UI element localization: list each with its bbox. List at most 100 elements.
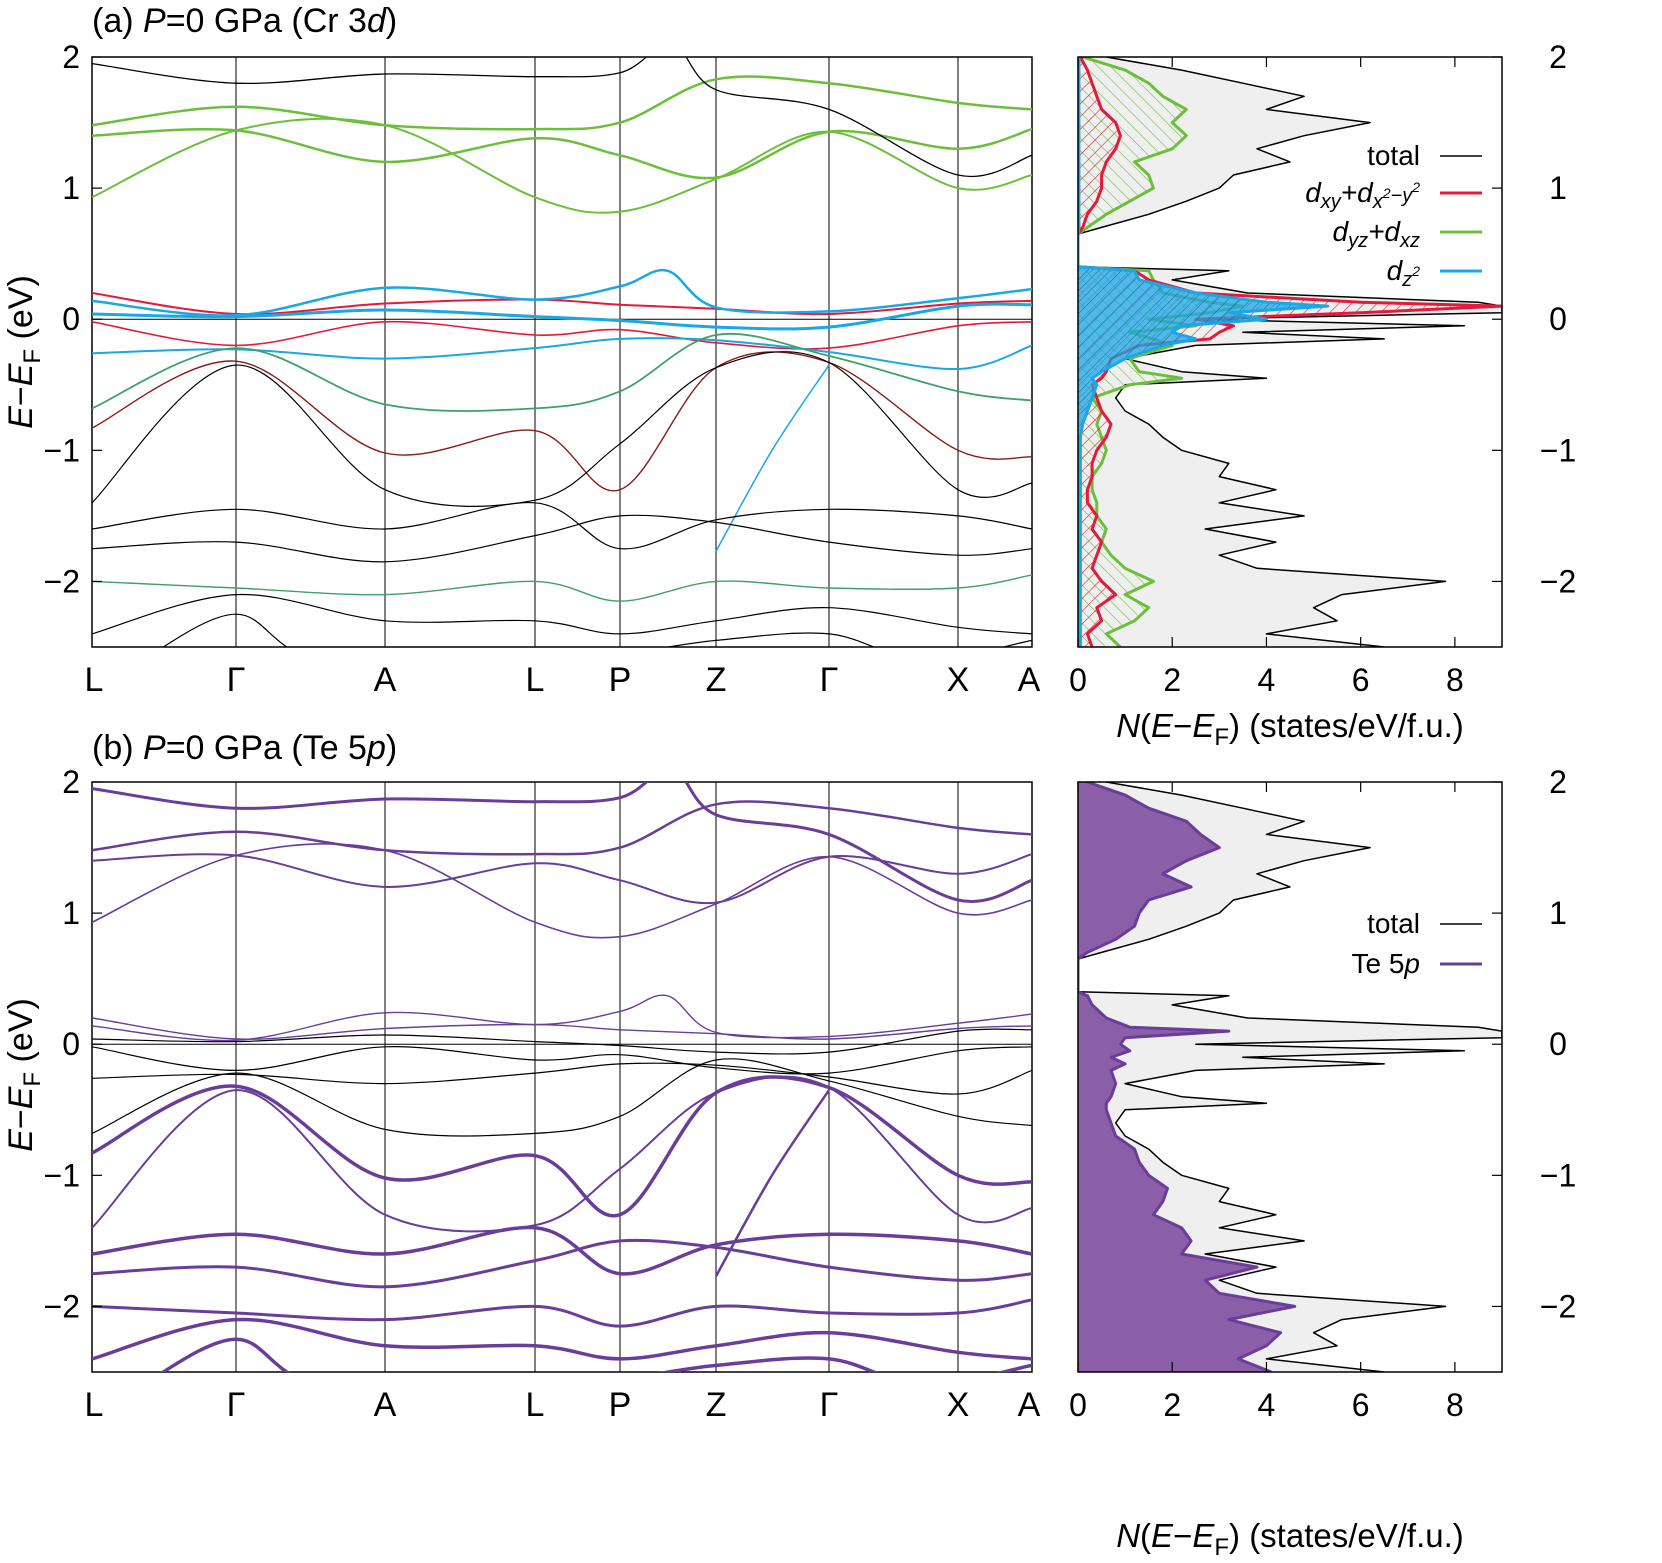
k-label: Z: [706, 1386, 727, 1424]
band-c4: [92, 782, 1032, 903]
dos-right-energy-ticks: −2 −1 0 1 2: [1492, 39, 1576, 599]
legend-dxy-label: dxy+dx2−y2: [1305, 177, 1420, 213]
band-v2: [92, 268, 1032, 317]
band-d1: [92, 1075, 1032, 1218]
band-d6: [92, 1317, 1032, 1361]
band-c2: [92, 127, 1032, 180]
y-tick-label: −1: [44, 1157, 80, 1193]
dos-plot: 0 2 4 6 8 −2 −1 0 1 2 N(E−EF) (states/eV/f.u.) t…: [1069, 39, 1576, 751]
band-c1: [92, 75, 1032, 131]
x-tick-label: 8: [1446, 662, 1464, 698]
band-v4: [92, 1046, 1032, 1075]
legend-total-label: total: [1367, 908, 1420, 939]
band-d3: [92, 501, 1032, 550]
band-v3: [92, 1028, 1032, 1055]
y-tick-label: 2: [1549, 39, 1567, 75]
band-d5: [92, 1298, 1032, 1328]
band-v4: [92, 320, 1032, 350]
band-v1: [92, 1017, 1032, 1040]
dos-a-xlabel: N(E−EF) (states/eV/f.u.): [1116, 707, 1464, 751]
band-lines: [92, 57, 1032, 647]
dos-right-energy-ticks: −2 −1 0 1 2: [1492, 764, 1576, 1324]
band-structure-plot: −2 −1 0 1 2 L Γ A L P Z Γ X A: [44, 764, 1041, 1424]
dos-plot: 0 2 4 6 8 −2 −1 0 1 2 N(E−EF) (states/eV/f.u.) t…: [1069, 764, 1576, 1561]
dos-plot-frame: [1077, 56, 1503, 648]
band-d7: [162, 613, 1032, 647]
band-d2: [92, 1075, 1032, 1233]
legend-te5p-label: Te 5p: [1351, 948, 1420, 979]
y-tick-label: 1: [62, 170, 80, 206]
band-c1: [92, 800, 1032, 856]
k-label: P: [609, 661, 632, 699]
k-label: A: [1018, 661, 1041, 699]
k-label: X: [947, 1386, 970, 1424]
dos-fill: [1078, 57, 1502, 647]
dos-b-xlabel: N(E−EF) (states/eV/f.u.): [1116, 1517, 1464, 1561]
panel-b-ylabel: E−EF (eV): [2, 998, 46, 1152]
band-v7: [714, 1089, 831, 1277]
k-label: Γ: [227, 1386, 246, 1424]
y-tick-label: 0: [1549, 301, 1567, 337]
energy-axis-ticks: −2 −1 0 1 2: [44, 764, 102, 1324]
x-tick-label: 2: [1163, 662, 1181, 698]
panel-a-ylabel: E−EF (eV): [2, 275, 46, 429]
band-c4: [92, 57, 1032, 178]
dos-curve: [1078, 57, 1330, 647]
y-tick-label: −2: [1540, 563, 1576, 599]
x-tick-label: 6: [1352, 662, 1370, 698]
band-v6: [92, 333, 1032, 412]
legend-dz2-label: dz2: [1387, 255, 1421, 291]
dos-curve: [1078, 782, 1297, 1372]
y-tick-label: −2: [44, 1288, 80, 1324]
band-d1: [92, 351, 1032, 492]
x-tick-label: 2: [1163, 1387, 1181, 1423]
dos-curve: [1078, 782, 1502, 1372]
band-v5: [92, 337, 1032, 371]
dos-a-legend: total dxy+dx2−y2 dyz+dxz dz2: [1305, 140, 1482, 291]
y-tick-label: 1: [1549, 895, 1567, 931]
band-v3: [92, 302, 1032, 331]
y-tick-label: −2: [44, 563, 80, 599]
dos-plot-frame: [1077, 781, 1503, 1373]
k-label: Γ: [227, 661, 246, 699]
energy-axis-ticks: −2 −1 0 1 2: [44, 39, 102, 599]
y-tick-label: 0: [1549, 1026, 1567, 1062]
band-c3: [92, 117, 1032, 214]
band-d3: [92, 1225, 1032, 1276]
y-tick-label: 2: [62, 39, 80, 75]
y-tick-label: 2: [1549, 764, 1567, 800]
x-tick-label: 4: [1258, 1387, 1276, 1423]
dos-curve: [1078, 57, 1502, 647]
band-structure-plot: −2 −1 0 1 2 L Γ A L P Z Γ X A: [44, 39, 1041, 699]
band-c3: [92, 842, 1032, 939]
band-v6: [92, 1058, 1032, 1137]
panel-a: (a) P=0 GPa (Cr 3d) E−EF (eV) −2 −1 0 1 2 L Γ…: [2, 2, 1576, 751]
band-plot-frame: [91, 781, 1033, 1373]
y-tick-label: 2: [62, 764, 80, 800]
y-tick-label: −1: [44, 432, 80, 468]
dos-fill: [1078, 782, 1502, 1372]
dos-b-legend: total Te 5p: [1351, 908, 1482, 979]
y-tick-label: −1: [1540, 1157, 1576, 1193]
band-d6: [92, 593, 1032, 635]
dos-curves: [1078, 782, 1502, 1372]
x-tick-label: 6: [1352, 1387, 1370, 1423]
band-v2: [92, 994, 1032, 1042]
band-d7: [160, 1337, 1032, 1372]
band-v1: [92, 292, 1032, 316]
band-d2: [92, 351, 1032, 507]
y-tick-label: −2: [1540, 1288, 1576, 1324]
band-d4: [92, 514, 1032, 563]
x-tick-label: 8: [1446, 1387, 1464, 1423]
x-tick-label: 0: [1069, 662, 1087, 698]
x-tick-label: 4: [1258, 662, 1276, 698]
y-tick-label: 0: [62, 1026, 80, 1062]
dos-curve: [1078, 57, 1502, 647]
y-tick-label: 1: [62, 895, 80, 931]
band-plot-frame: [91, 56, 1033, 648]
legend-dyz-label: dyz+dxz: [1332, 216, 1420, 252]
k-label: L: [85, 661, 104, 699]
